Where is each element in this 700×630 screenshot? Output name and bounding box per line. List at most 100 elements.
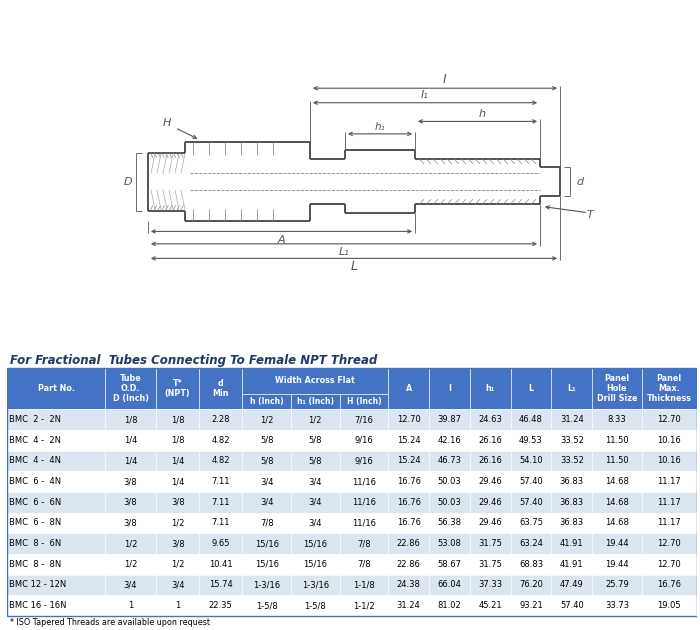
Bar [429, 513, 470, 533]
Bar [642, 533, 696, 554]
Text: 15.24: 15.24 [397, 436, 421, 445]
Text: 11/16: 11/16 [352, 477, 376, 486]
Bar [291, 595, 340, 616]
Text: 1/4: 1/4 [124, 456, 137, 466]
Bar [7, 533, 105, 554]
Bar [242, 450, 291, 471]
Bar [105, 533, 156, 554]
Text: L: L [528, 384, 533, 393]
Text: 7.11: 7.11 [211, 498, 230, 507]
Bar [291, 492, 340, 513]
Bar [429, 492, 470, 513]
Text: 3/4: 3/4 [260, 498, 274, 507]
Text: 15/16: 15/16 [255, 539, 279, 548]
Text: BMC  4 -  4N: BMC 4 - 4N [9, 456, 61, 466]
Text: 16.76: 16.76 [397, 477, 421, 486]
Text: BMC  8 -  6N: BMC 8 - 6N [9, 539, 62, 548]
Bar [340, 410, 389, 430]
Text: BMC 16 - 16N: BMC 16 - 16N [9, 601, 66, 610]
Text: 3/8: 3/8 [171, 498, 184, 507]
Bar [340, 394, 389, 410]
Bar [389, 575, 429, 595]
Bar [156, 471, 199, 492]
Text: 36.83: 36.83 [560, 498, 584, 507]
Bar [510, 554, 552, 575]
Text: 3/4: 3/4 [260, 477, 274, 486]
Text: 7/16: 7/16 [354, 415, 373, 424]
Bar [242, 410, 291, 430]
Text: 57.40: 57.40 [560, 601, 584, 610]
Text: 7.11: 7.11 [211, 518, 230, 527]
Bar [105, 595, 156, 616]
Text: 56.38: 56.38 [438, 518, 461, 527]
Text: BMC  6 -  6N: BMC 6 - 6N [9, 498, 62, 507]
Text: 29.46: 29.46 [478, 518, 502, 527]
Bar [340, 533, 389, 554]
Bar [642, 554, 696, 575]
Text: BMC  8 -  8N: BMC 8 - 8N [9, 560, 62, 569]
Text: 19.05: 19.05 [657, 601, 681, 610]
Text: 93.21: 93.21 [519, 601, 543, 610]
Bar [242, 533, 291, 554]
Text: 3/8: 3/8 [124, 477, 137, 486]
Text: L: L [351, 260, 358, 273]
Bar [7, 554, 105, 575]
Text: 9/16: 9/16 [354, 456, 373, 466]
Bar [7, 368, 105, 410]
Bar [510, 595, 552, 616]
Text: A: A [278, 235, 286, 244]
Text: 45.21: 45.21 [478, 601, 502, 610]
Text: 37.33: 37.33 [478, 580, 503, 590]
Text: 14.68: 14.68 [605, 498, 629, 507]
Text: 33.52: 33.52 [560, 456, 584, 466]
Text: h (Inch): h (Inch) [250, 397, 284, 406]
Bar [429, 368, 470, 410]
Bar [470, 575, 510, 595]
Bar [642, 450, 696, 471]
Text: T*
(NPT): T* (NPT) [164, 379, 190, 398]
Bar [642, 471, 696, 492]
Bar [340, 430, 389, 450]
Bar [7, 450, 105, 471]
Text: 1/8: 1/8 [171, 415, 184, 424]
Bar [642, 595, 696, 616]
Text: 3/4: 3/4 [124, 580, 137, 590]
Bar [592, 492, 642, 513]
Bar [552, 513, 592, 533]
Text: 31.24: 31.24 [560, 415, 584, 424]
Bar [291, 450, 340, 471]
Bar [291, 554, 340, 575]
Text: 49.53: 49.53 [519, 436, 543, 445]
Bar [7, 513, 105, 533]
Bar [642, 368, 696, 410]
Bar [242, 368, 388, 394]
Bar [592, 575, 642, 595]
Bar [389, 410, 429, 430]
Bar [592, 554, 642, 575]
Bar [470, 554, 510, 575]
Bar [242, 471, 291, 492]
Bar [642, 492, 696, 513]
Text: 29.46: 29.46 [478, 498, 502, 507]
Text: 5/8: 5/8 [260, 436, 274, 445]
Text: A: A [405, 384, 412, 393]
Bar [552, 368, 592, 410]
Bar [7, 595, 105, 616]
Bar [470, 595, 510, 616]
Bar [389, 595, 429, 616]
Bar [156, 513, 199, 533]
Bar [291, 513, 340, 533]
Bar [429, 533, 470, 554]
Bar [7, 492, 105, 513]
Bar [552, 450, 592, 471]
Text: 33.73: 33.73 [605, 601, 629, 610]
Text: 4.82: 4.82 [211, 456, 230, 466]
Bar [199, 554, 242, 575]
Text: For Fractional  Tubes Connecting To Female NPT Thread: For Fractional Tubes Connecting To Femal… [10, 354, 378, 367]
Bar [552, 533, 592, 554]
Text: 19.44: 19.44 [605, 539, 629, 548]
Bar [199, 450, 242, 471]
Text: 50.03: 50.03 [438, 498, 461, 507]
Text: 63.24: 63.24 [519, 539, 543, 548]
Text: 16.76: 16.76 [657, 580, 681, 590]
